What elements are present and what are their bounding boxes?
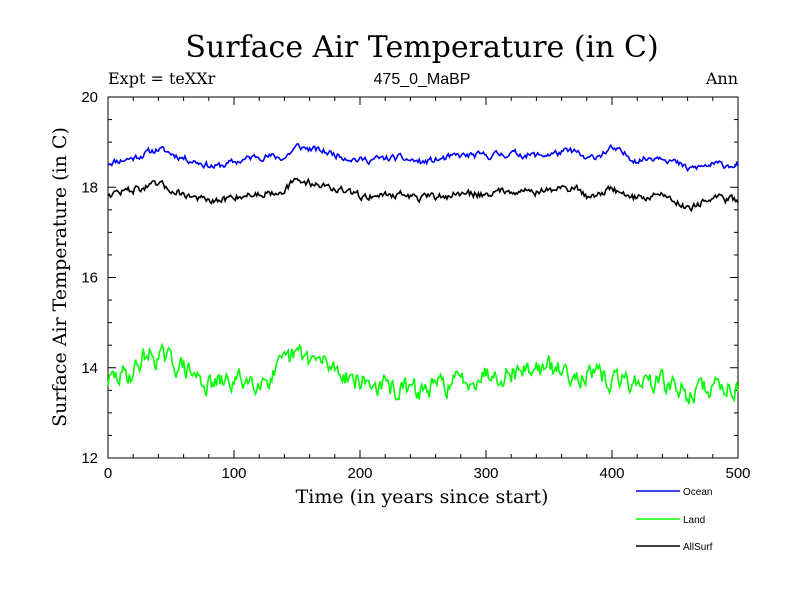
legend-label-land: Land	[683, 515, 705, 526]
x-axis-label: Time (in years since start)	[296, 486, 549, 508]
legend-label-allsurf: AllSurf	[683, 542, 713, 553]
chart-title: Surface Air Temperature (in C)	[185, 30, 658, 65]
x-tick-label: 300	[473, 465, 498, 482]
series-line-land	[107, 341, 739, 405]
axis-ticks: 0 100 200 300 400 500 12 14 16 18 20	[81, 89, 750, 482]
x-tick-label: 0	[104, 465, 112, 482]
season-label: Ann	[705, 69, 738, 88]
y-tick-label: 16	[81, 270, 98, 287]
x-tick-label: 400	[599, 465, 624, 482]
experiment-label: Expt = teXXr	[108, 69, 216, 88]
age-label: 475_0_MaBP	[374, 71, 471, 88]
x-tick-label: 200	[347, 465, 372, 482]
series-line-allsurf	[107, 177, 739, 213]
y-axis-label: Surface Air Temperature (in C)	[49, 127, 71, 427]
y-tick-label: 20	[81, 89, 98, 106]
legend: Ocean Land AllSurf	[636, 487, 713, 553]
y-tick-label: 18	[81, 179, 98, 196]
series-line-ocean	[107, 143, 739, 173]
x-tick-label: 100	[221, 465, 246, 482]
y-tick-label: 14	[81, 360, 98, 377]
plot-frame	[107, 96, 739, 459]
y-tick-label: 12	[81, 450, 98, 467]
series-lines	[107, 143, 739, 405]
x-tick-label: 500	[725, 465, 750, 482]
legend-label-ocean: Ocean	[683, 487, 712, 498]
